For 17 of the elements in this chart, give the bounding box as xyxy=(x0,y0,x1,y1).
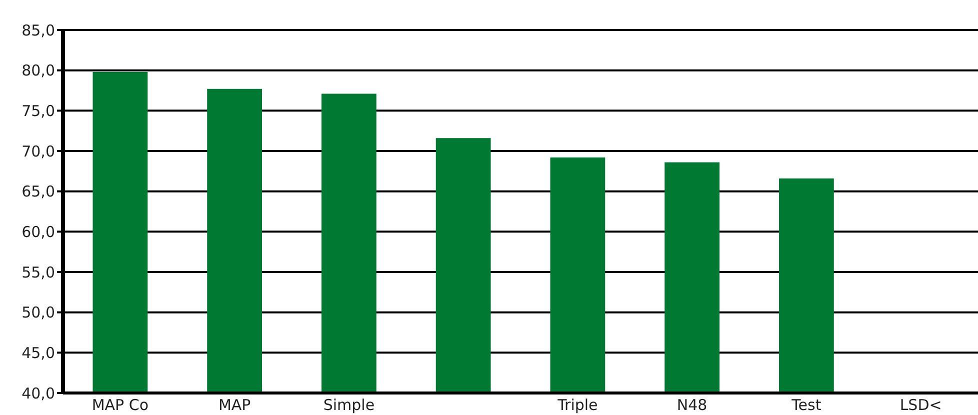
y-tick-label: 70,0 xyxy=(22,142,55,160)
x-tick-label: MAP xyxy=(218,396,251,414)
y-tick-label: 85,0 xyxy=(22,21,55,40)
y-tick-label: 60,0 xyxy=(22,222,55,241)
y-tick-label: 40,0 xyxy=(22,384,55,402)
y-tick-label: 50,0 xyxy=(22,304,55,322)
x-tick-label: N48 xyxy=(676,396,708,414)
x-tick-label: LSD< xyxy=(900,396,942,414)
x-tick-label: Simple xyxy=(323,396,375,414)
y-tick-label: 65,0 xyxy=(22,182,55,201)
y-tick-label: 80,0 xyxy=(22,62,55,80)
y-tick-label: 75,0 xyxy=(22,102,55,120)
x-tick-label: Triple xyxy=(556,396,598,414)
x-tick-label: Test xyxy=(790,396,822,414)
y-tick-label: 45,0 xyxy=(22,344,55,362)
y-tick-label: 55,0 xyxy=(22,263,55,282)
x-tick-label: MAP Co xyxy=(92,396,149,414)
